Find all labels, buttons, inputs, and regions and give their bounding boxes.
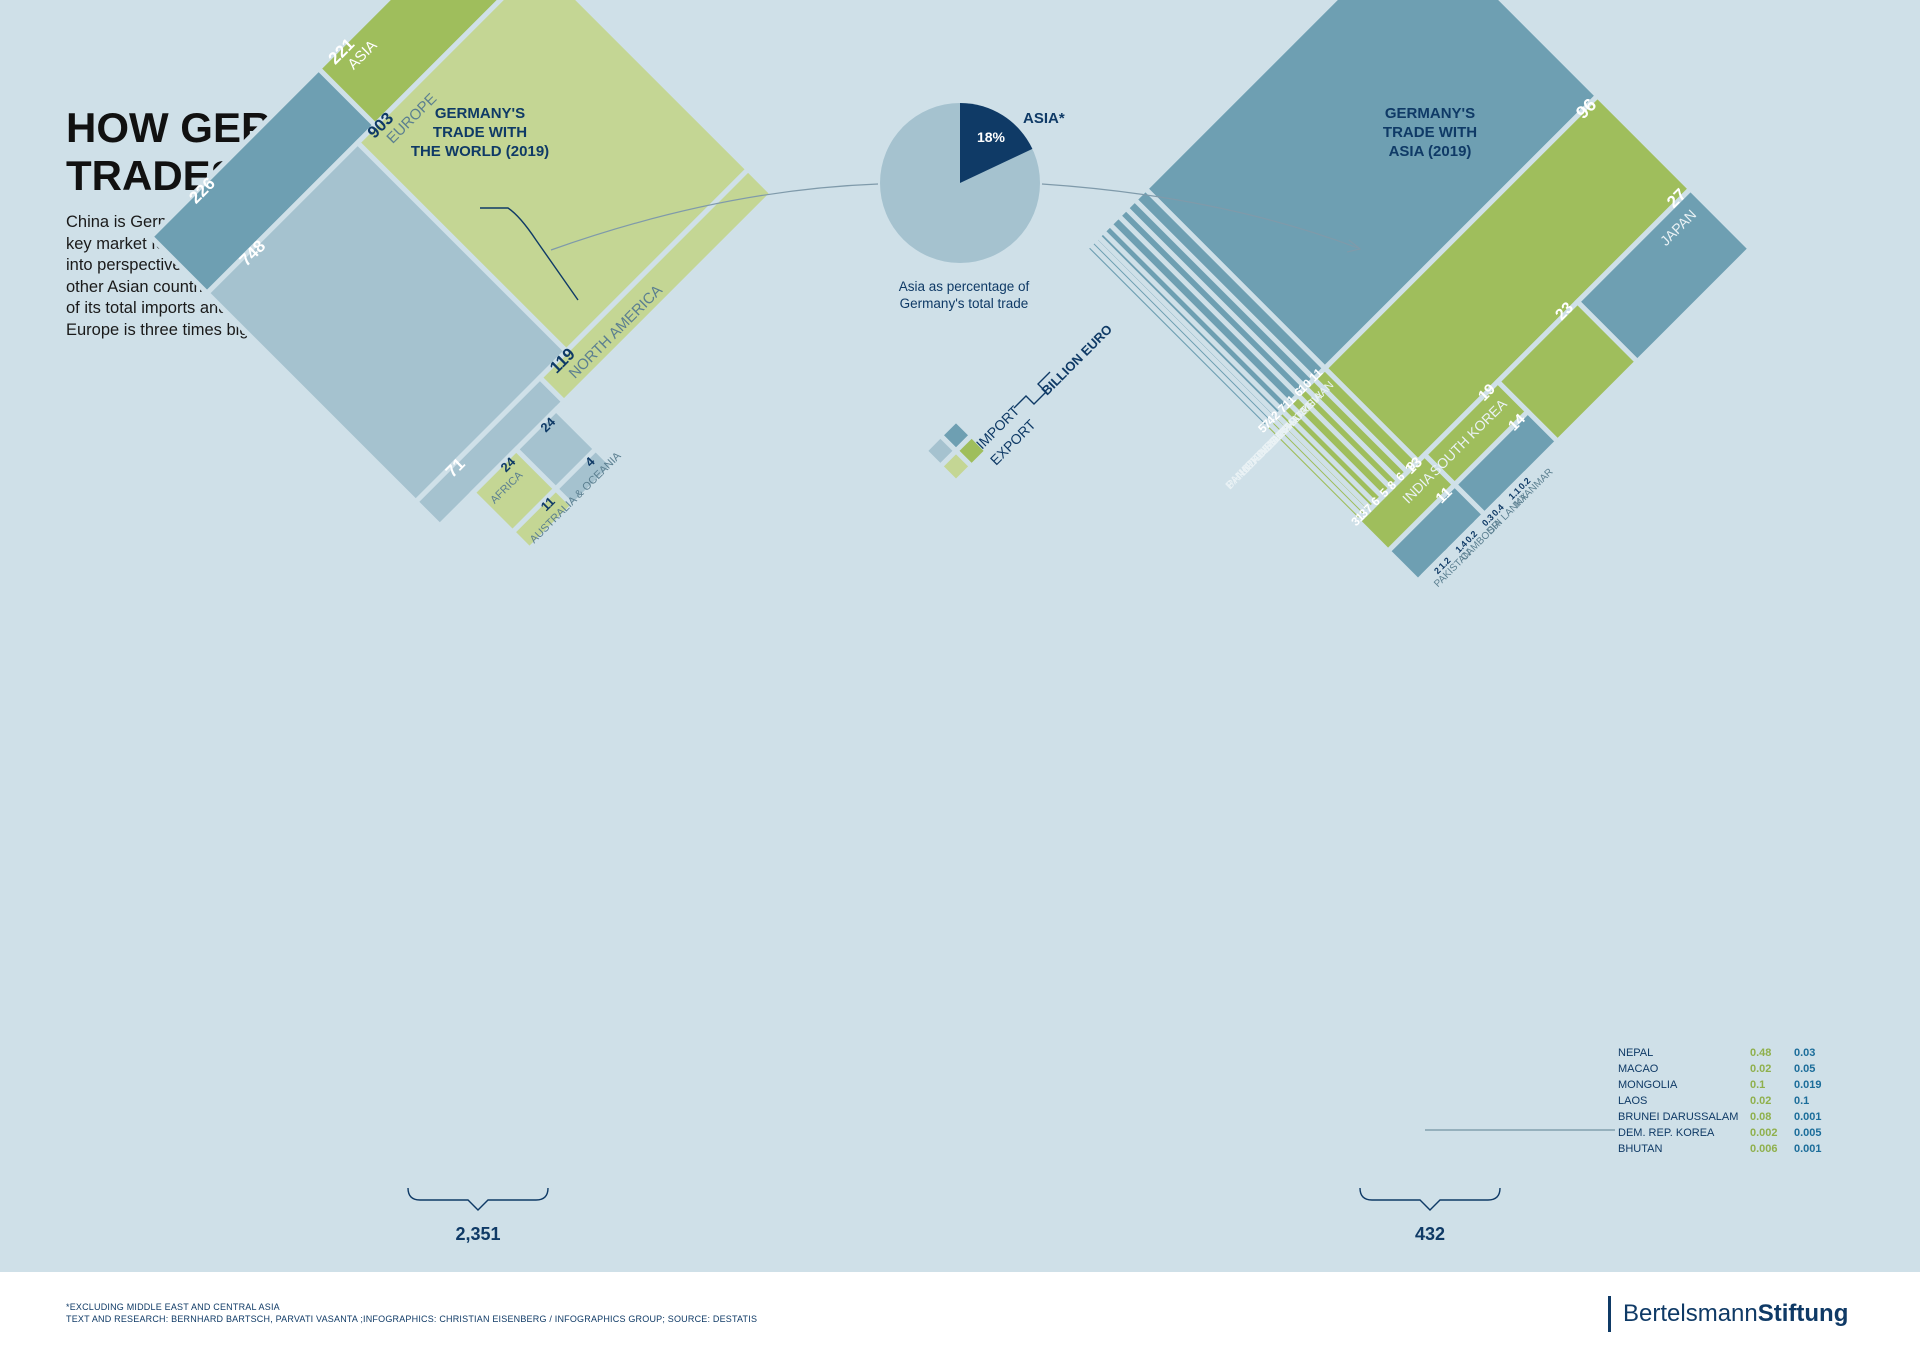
small-bhutan-name: BHUTAN	[1618, 1143, 1662, 1155]
small-laos-name: LAOS	[1618, 1095, 1647, 1107]
pie-asia-slice	[960, 102, 1033, 183]
small-macao-export: 0.02	[1750, 1063, 1771, 1075]
small-dem-rep-korea-import: 0.005	[1794, 1127, 1822, 1139]
bertelsmann-logo: BertelsmannStiftung	[1608, 1296, 1848, 1332]
small-bhutan-export: 0.006	[1750, 1143, 1778, 1155]
world-australia-oceania-export	[509, 485, 577, 553]
world-total-brace	[407, 1187, 549, 1211]
small-dem-rep-korea-name: DEM. REP. KOREA	[1618, 1127, 1715, 1139]
asia-pakistan-import-value: 2	[1432, 565, 1443, 576]
asia-treemap	[1082, 0, 1754, 585]
small-laos-export: 0.02	[1750, 1095, 1771, 1107]
legend-export-light	[936, 447, 976, 486]
small-laos-import: 0.1	[1794, 1095, 1809, 1107]
brand-name-b: Stiftung	[1757, 1300, 1849, 1327]
world-heading: GERMANY'S TRADE WITH THE WORLD (2019)	[411, 105, 549, 160]
pie-asia-label: ASIA*	[1023, 110, 1065, 127]
world-treemap	[147, 0, 776, 553]
footnote-excluding: *EXCLUDING MIDDLE EAST AND CENTRAL ASIA	[66, 1302, 280, 1312]
asia-heading: GERMANY'S TRADE WITH ASIA (2019)	[1383, 105, 1477, 160]
pie-caption-line-1: Asia as percentage of	[899, 279, 1030, 294]
small-mongolia-export: 0.1	[1750, 1079, 1765, 1091]
small-macao-name: MACAO	[1618, 1063, 1659, 1075]
legend-brace	[1013, 371, 1051, 409]
small-dem-rep-korea-export: 0.002	[1750, 1127, 1778, 1139]
brand-name-a: Bertelsmann	[1623, 1300, 1758, 1327]
small-brunei-darussalam-import: 0.001	[1794, 1111, 1822, 1123]
asia-india-export	[1354, 451, 1459, 555]
arc-arrowhead	[1346, 239, 1362, 253]
small-nepal-export: 0.48	[1750, 1047, 1771, 1059]
footnote-credits: TEXT AND RESEARCH: BERNHARD BARTSCH, PAR…	[66, 1314, 758, 1324]
arc-right	[1041, 183, 1359, 249]
small-brunei-darussalam-name: BRUNEI DARUSSALAM	[1618, 1111, 1738, 1123]
asia-sri-lanka-export	[1474, 497, 1503, 527]
asia-bracket	[480, 207, 579, 301]
legend-unit-label: BILLION EURO	[1039, 322, 1115, 398]
asia-cambodia-export	[1447, 524, 1477, 553]
world-north-america-export	[536, 165, 776, 406]
small-nepal-import: 0.03	[1794, 1047, 1815, 1059]
asia-share-pie	[880, 102, 1040, 263]
asia-philippines-label: PHILIPPINES	[1224, 435, 1280, 491]
small-mongolia-name: MONGOLIA	[1618, 1079, 1678, 1091]
world-total: 2,351	[455, 1224, 500, 1244]
asia-philippines-export	[1261, 420, 1367, 525]
asia-total-brace	[1359, 1187, 1501, 1211]
pie-caption-line-2: Germany's total trade	[900, 296, 1029, 311]
small-macao-import: 0.05	[1794, 1063, 1815, 1075]
arc-left	[550, 183, 879, 251]
pie-value-label: 18%	[977, 129, 1006, 145]
asia-total: 432	[1415, 1224, 1445, 1244]
legend	[921, 416, 991, 486]
small-brunei-darussalam-export: 0.08	[1750, 1111, 1771, 1123]
footer: *EXCLUDING MIDDLE EAST AND CENTRAL ASIA …	[0, 1272, 1920, 1354]
asia-pakistan-export	[1421, 550, 1450, 580]
small-mongolia-import: 0.019	[1794, 1079, 1822, 1091]
small-nepal-name: NEPAL	[1618, 1047, 1653, 1059]
infographic: HOW GERMANY TRADES China is Germany's la…	[66, 0, 1822, 1244]
small-bhutan-import: 0.001	[1794, 1143, 1822, 1155]
asia-myanmar-export	[1500, 471, 1530, 500]
